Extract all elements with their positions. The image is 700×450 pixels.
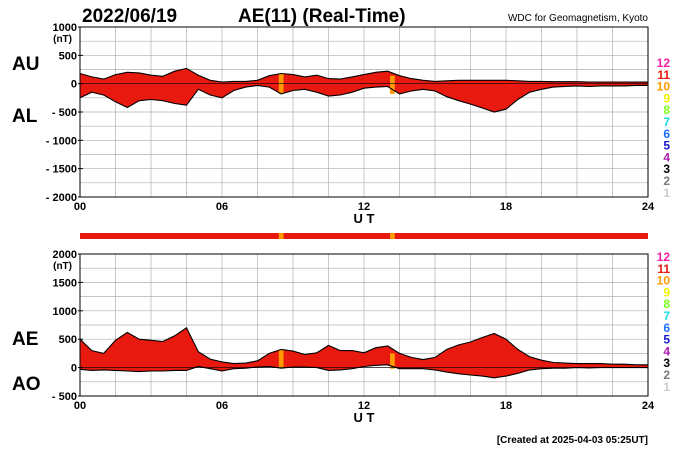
x-tick-label: 12 (358, 201, 370, 213)
grid (79, 26, 649, 198)
x-tick-label: 06 (216, 201, 228, 213)
legend-entry: 10 (657, 80, 671, 94)
legend-entry: 4 (663, 344, 670, 358)
y-tick-label: 500 (59, 50, 77, 62)
chart-title: AE(11) (Real-Time) (238, 6, 406, 27)
data-source: WDC for Geomagnetism, Kyoto (508, 13, 648, 24)
created-timestamp: [Created at 2025-04-03 05:25UT] (497, 435, 648, 446)
y-tick-label: - 1500 (46, 164, 77, 176)
activity-area (80, 68, 648, 112)
legend-entry: 8 (663, 103, 670, 117)
legend-entry: 10 (657, 274, 671, 288)
legend-entry: 9 (663, 285, 670, 299)
legend-entry: 6 (663, 127, 670, 141)
legend-entry: 12 (657, 250, 671, 264)
highlight-interval (390, 353, 395, 369)
x-tick-label: 12 (358, 400, 370, 412)
lower-index-label: AL (12, 106, 38, 127)
legend-entry: 3 (663, 162, 670, 176)
y-tick-label: 1500 (53, 277, 77, 289)
y-tick-label: 1000 (53, 22, 77, 34)
legend-entry: 7 (663, 115, 670, 129)
x-tick-label: 18 (500, 400, 512, 412)
series-line-al (79, 84, 648, 113)
strip-highlight (278, 233, 284, 239)
au-al-panel: 1000 500 0 - 500 - 1000 - 1500 - 2000 (nT) 00 06 1… (12, 22, 655, 226)
x-tick-label: 18 (500, 201, 512, 213)
lower-index-label: AO (12, 374, 41, 395)
y-tick-label: 0 (71, 79, 77, 91)
legend-entry: 6 (663, 321, 670, 335)
unit-label: (nT) (53, 34, 72, 45)
unit-label: (nT) (53, 261, 72, 272)
legend-entry: 8 (663, 297, 670, 311)
highlight-interval (390, 75, 395, 94)
y-tick-label: 0 (71, 363, 77, 375)
y-tick-label: - 500 (52, 107, 77, 119)
activity-strip (80, 233, 648, 239)
legend-entry: 2 (663, 368, 670, 382)
legend-entry: 3 (663, 356, 670, 370)
x-tick-label: 06 (216, 400, 228, 412)
x-axis-label: U T (354, 410, 375, 425)
x-tick-label: 24 (642, 201, 655, 213)
legend-entry: 5 (663, 333, 670, 347)
upper-index-label: AU (12, 54, 39, 75)
ae-ao-panel: 2000 1500 1000 500 0 - 500 (nT) 00 06 12 18 24 U T AE… (12, 249, 655, 425)
grid (79, 253, 649, 397)
y-tick-label: 2000 (53, 249, 77, 261)
series-line-au (79, 67, 648, 83)
legend-entry: 11 (657, 262, 670, 276)
legend-entry: 12 (657, 56, 671, 70)
strip-highlight (390, 233, 395, 239)
x-tick-label: 24 (642, 400, 655, 412)
legend-entry: 7 (663, 309, 670, 323)
legend-entry: 2 (663, 174, 670, 188)
plot-frame (79, 253, 649, 397)
legend-entry: 9 (663, 91, 670, 105)
y-tick-label: - 1000 (46, 135, 77, 147)
legend-entry: 1 (663, 186, 670, 200)
x-tick-label: 00 (74, 400, 86, 412)
series-line-ae (79, 326, 648, 366)
legend-entry: 4 (663, 150, 670, 164)
y-tick-label: - 2000 (46, 192, 77, 204)
y-tick-label: 1000 (53, 306, 77, 318)
x-tick-label: 00 (74, 201, 86, 213)
legend-entry: 1 (663, 380, 670, 394)
strip-bar (80, 233, 648, 239)
legend-entry: 11 (657, 68, 670, 82)
highlight-interval (278, 349, 284, 369)
y-tick-label: - 500 (52, 391, 77, 403)
series-line-ao (79, 364, 648, 379)
y-tick-label: 500 (59, 334, 77, 346)
x-axis-label: U T (354, 211, 375, 226)
chart-date: 2022/06/19 (82, 6, 177, 27)
legend-entry: 5 (663, 139, 670, 153)
upper-index-label: AE (12, 329, 38, 350)
